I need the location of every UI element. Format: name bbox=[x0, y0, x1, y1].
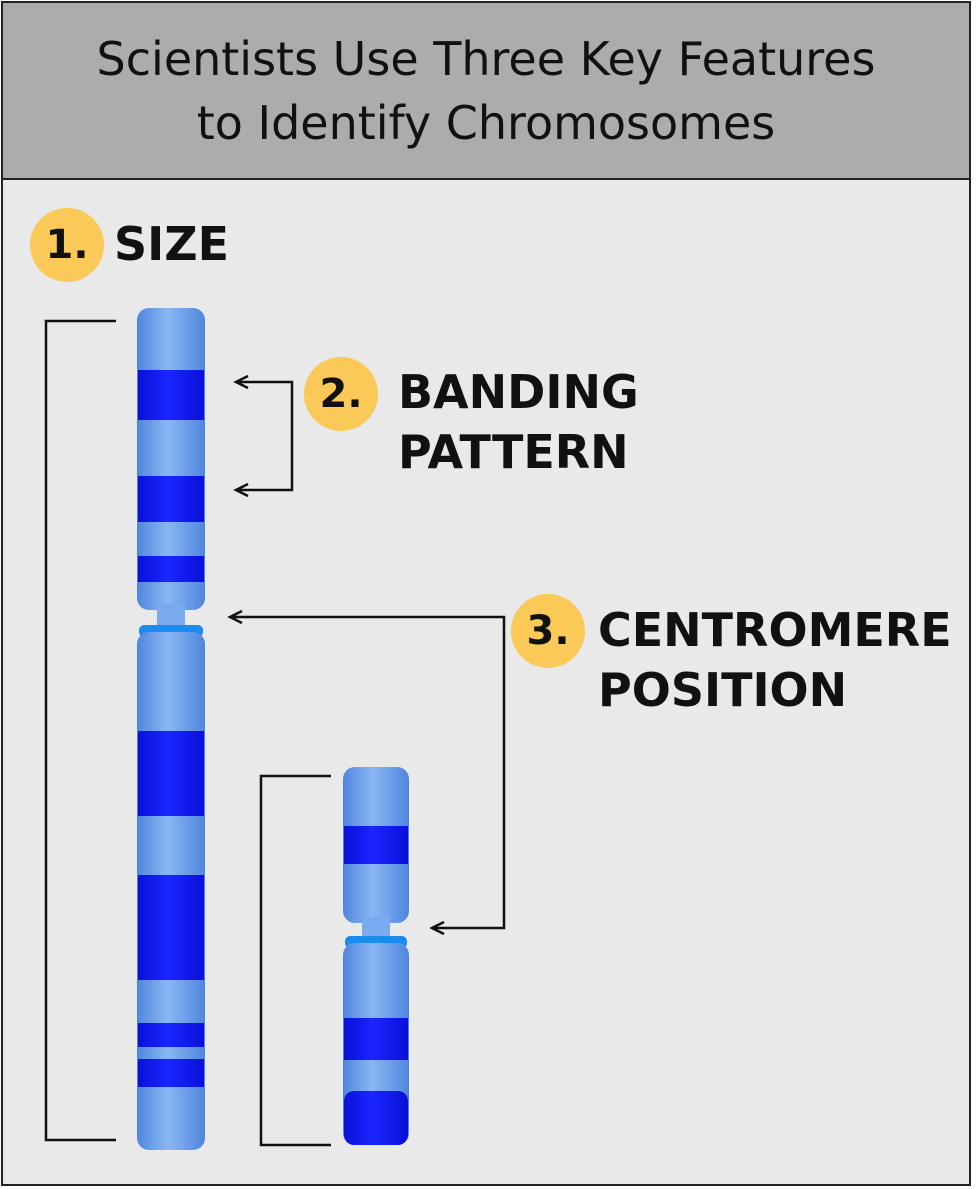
feature-1-label: SIZE bbox=[114, 214, 229, 274]
feature-2-line-2: PATTERN bbox=[398, 425, 629, 479]
large-chromosome bbox=[137, 308, 205, 1150]
feature-2-line-1: BANDING bbox=[398, 365, 639, 419]
feature-3-label: CENTROMERE POSITION bbox=[598, 600, 952, 720]
banding-arrow-top-icon bbox=[233, 374, 249, 390]
feature-2-label: BANDING PATTERN bbox=[398, 362, 639, 482]
feature-3-line-2: POSITION bbox=[598, 663, 848, 717]
band bbox=[138, 1059, 204, 1087]
band bbox=[138, 731, 204, 816]
band bbox=[138, 476, 204, 522]
band bbox=[344, 1091, 408, 1145]
band bbox=[138, 875, 204, 980]
feature-1-badge: 1. bbox=[30, 208, 104, 282]
band bbox=[344, 826, 408, 864]
banding-arrow-bottom-icon bbox=[233, 482, 249, 498]
band bbox=[344, 1018, 408, 1060]
centromere-arrow-bottom-icon bbox=[429, 920, 445, 936]
title-line-2: to Identify Chromosomes bbox=[196, 95, 776, 150]
feature-3-badge: 3. bbox=[511, 594, 585, 668]
band bbox=[138, 1023, 204, 1047]
feature-1-line-1: SIZE bbox=[114, 217, 230, 271]
band bbox=[138, 370, 204, 420]
feature-3-number: 3. bbox=[526, 608, 570, 654]
feature-2-number: 2. bbox=[319, 371, 363, 417]
title-line-1: Scientists Use Three Key Features bbox=[96, 31, 876, 86]
small-size-bracket bbox=[259, 774, 331, 1147]
banding-bracket bbox=[238, 380, 294, 492]
feature-3-line-1: CENTROMERE bbox=[598, 603, 952, 657]
centromere-arrow-top-icon bbox=[227, 609, 243, 625]
feature-1-number: 1. bbox=[45, 222, 89, 268]
title-banner: Scientists Use Three Key Features to Ide… bbox=[1, 1, 971, 180]
band bbox=[138, 556, 204, 582]
feature-2-badge: 2. bbox=[304, 357, 378, 431]
large-size-bracket bbox=[44, 319, 116, 1142]
centromere-bracket bbox=[232, 615, 506, 930]
page-title: Scientists Use Three Key Features to Ide… bbox=[97, 27, 876, 155]
small-chromosome bbox=[343, 767, 409, 1145]
